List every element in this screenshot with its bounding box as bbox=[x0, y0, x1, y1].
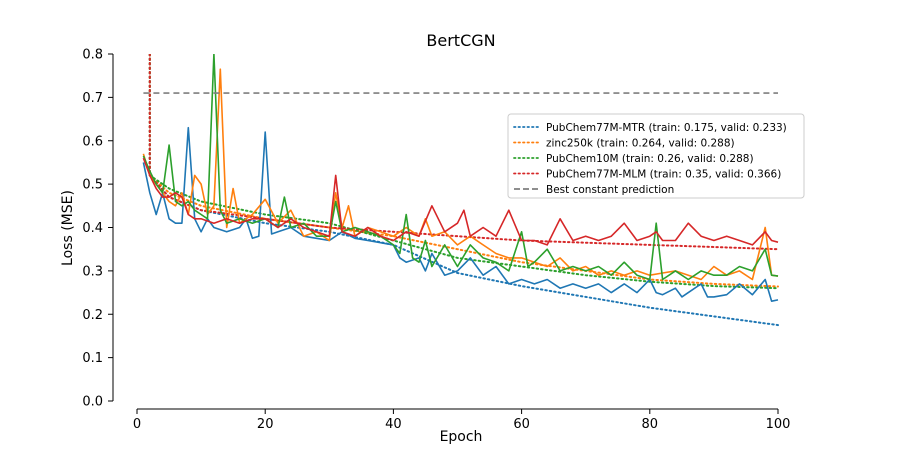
y-tick-label: 0.3 bbox=[82, 264, 103, 279]
chart-title: BertCGN bbox=[426, 31, 495, 50]
x-tick-label: 40 bbox=[385, 417, 402, 432]
legend-label: PubChem77M-MTR (train: 0.175, valid: 0.2… bbox=[546, 122, 787, 134]
legend-label: zinc250k (train: 0.264, valid: 0.288) bbox=[546, 137, 735, 149]
y-tick-label: 0.7 bbox=[82, 91, 103, 106]
x-tick-label: 0 bbox=[133, 417, 141, 432]
y-axis-label: Loss (MSE) bbox=[60, 190, 76, 266]
x-tick-label: 60 bbox=[513, 417, 530, 432]
valid-line-pubchem77m-mtr bbox=[142, 126, 779, 302]
y-tick-label: 0.4 bbox=[82, 221, 103, 236]
legend: PubChem77M-MTR (train: 0.175, valid: 0.2… bbox=[507, 113, 805, 199]
legend-box bbox=[507, 113, 805, 199]
valid-line-zinc250k bbox=[142, 68, 779, 281]
x-tick-label: 100 bbox=[766, 417, 791, 432]
x-tick-label: 20 bbox=[257, 417, 274, 432]
valid-line-pubchem77m-mlm bbox=[142, 157, 779, 246]
legend-label: Best constant prediction bbox=[546, 184, 674, 196]
y-tick-label: 0.2 bbox=[82, 308, 103, 323]
y-tick-label: 0.0 bbox=[82, 395, 103, 410]
legend-label: PubChem77M-MLM (train: 0.35, valid: 0.36… bbox=[546, 168, 781, 180]
valid-line-pubchem10m bbox=[142, 54, 779, 281]
legend-label: PubChem10M (train: 0.26, valid: 0.288) bbox=[546, 153, 754, 165]
plot-area bbox=[142, 54, 779, 327]
y-tick-label: 0.6 bbox=[82, 134, 103, 149]
y-tick-label: 0.1 bbox=[82, 351, 103, 366]
series-group bbox=[142, 54, 779, 327]
y-tick-label: 0.8 bbox=[82, 48, 103, 63]
ticks: 0.0 0.1 0.2 0.3 0.4 0.5 0.6 0.7 0.8 0 20 40 60 80 100 bbox=[82, 48, 790, 433]
y-tick-label: 0.5 bbox=[82, 178, 103, 193]
x-axis-label: Epoch bbox=[440, 429, 483, 445]
x-tick-label: 80 bbox=[642, 417, 659, 432]
